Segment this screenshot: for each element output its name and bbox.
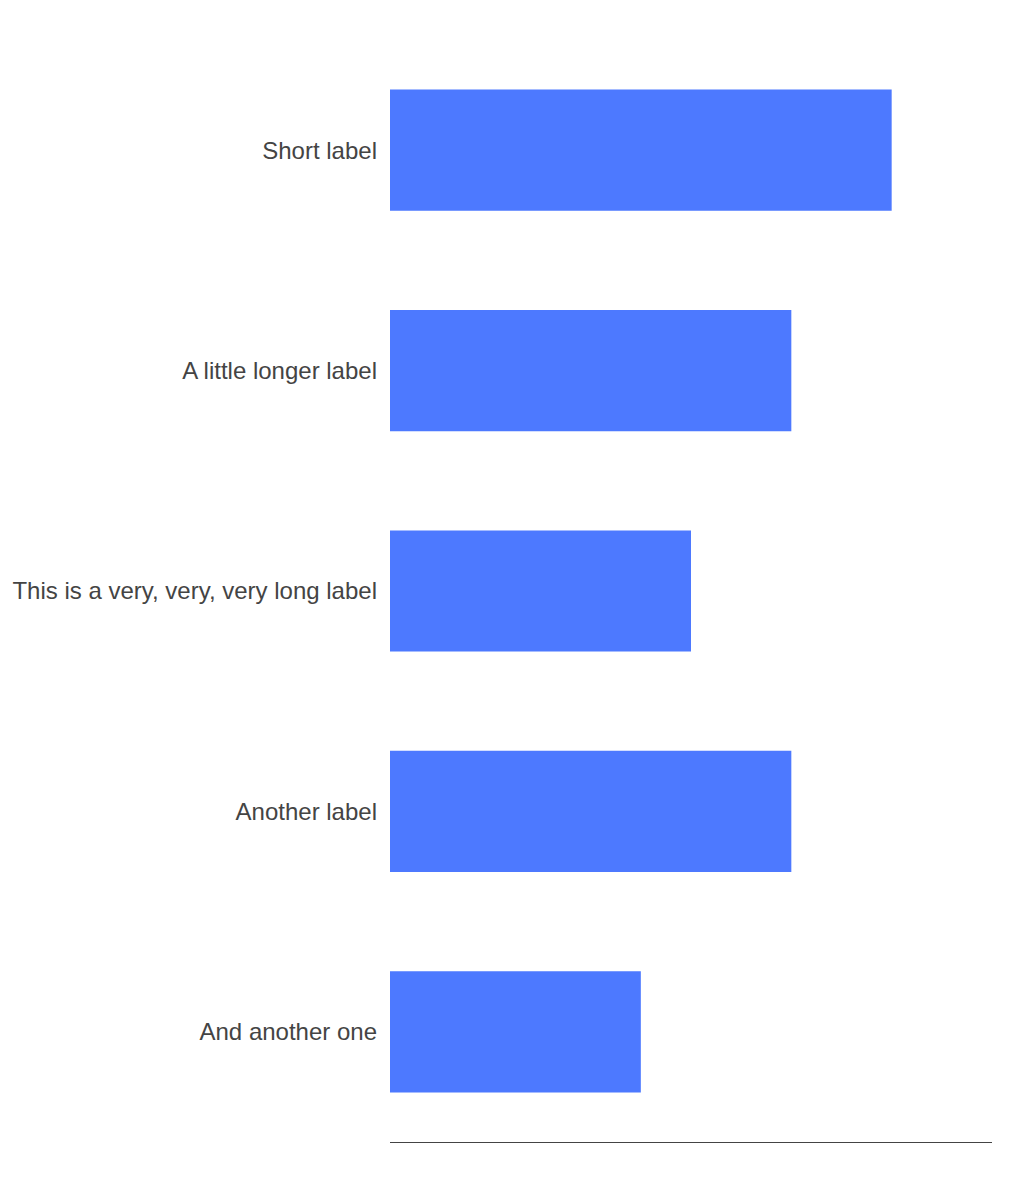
svg-text:Another label: Another label [236, 798, 377, 825]
svg-text:A little longer label: A little longer label [182, 357, 377, 384]
svg-text:This is a very, very, very lon: This is a very, very, very long label [12, 577, 377, 604]
svg-text:And another one: And another one [200, 1018, 377, 1045]
svg-text:Short label: Short label [262, 137, 377, 164]
